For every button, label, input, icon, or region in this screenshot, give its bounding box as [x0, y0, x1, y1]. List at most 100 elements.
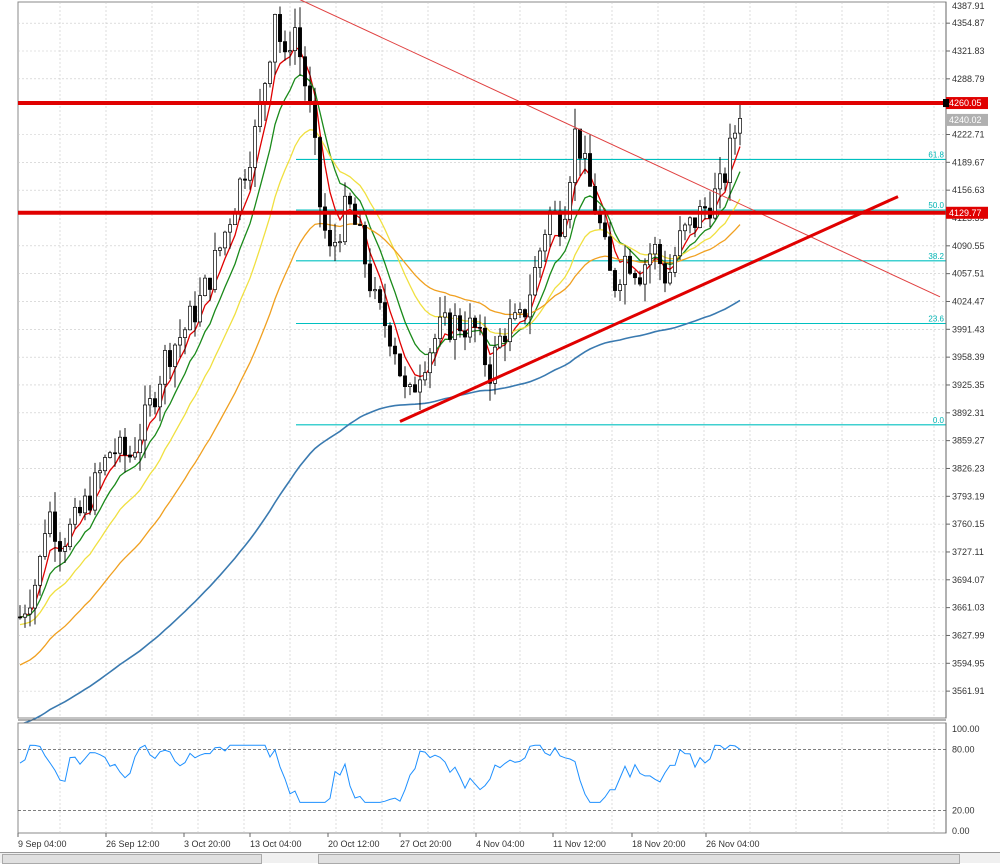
candle-body: [493, 346, 497, 384]
candle-body: [448, 312, 452, 340]
candle-body: [533, 267, 537, 296]
candle-body: [573, 128, 577, 183]
candle-body: [443, 312, 447, 318]
horizontal-levels: [18, 101, 946, 215]
candle-body: [323, 206, 327, 231]
scroll-tab-right[interactable]: [318, 854, 960, 864]
candle-body: [168, 350, 172, 367]
candle-body: [23, 613, 27, 618]
candle-body: [703, 206, 707, 209]
candle-body: [328, 229, 332, 247]
support-trendline: [399, 195, 899, 423]
fib-label: 50.0: [928, 201, 944, 210]
trendlines: [299, 0, 941, 423]
candle-body: [338, 241, 342, 244]
candle-body: [678, 230, 682, 257]
candle-body: [468, 317, 472, 338]
candles: [18, 6, 742, 628]
candle-body: [618, 284, 622, 291]
candle-body: [638, 277, 642, 285]
candle-body: [413, 384, 417, 393]
candle-body: [538, 250, 542, 268]
level-badge-label: 4129.77: [949, 208, 982, 218]
time-axis: 9 Sep 04:00 26 Sep 12:00 3 Oct 20:00 13 Oct…: [17, 833, 760, 849]
candle-body: [48, 511, 52, 535]
candle-body: [88, 495, 92, 511]
price-tick-label: 3793.19: [952, 491, 985, 501]
candle-body: [698, 206, 702, 228]
candle-body: [293, 27, 297, 51]
candle-body: [173, 344, 177, 367]
current-price-label: 4240.02: [949, 115, 982, 125]
top-price-label: 4387.91: [952, 1, 985, 11]
candle-body: [128, 454, 132, 458]
price-tick-label: 3694.07: [952, 575, 985, 585]
level-badge: [946, 97, 988, 110]
candle-body: [518, 309, 522, 314]
candle-body: [473, 317, 477, 328]
candle-body: [18, 616, 22, 619]
candle-body: [558, 210, 562, 237]
candle-body: [313, 100, 317, 138]
candle-body: [523, 309, 527, 318]
candle-body: [283, 41, 287, 53]
candle-body: [258, 101, 262, 128]
time-tick-label: 27 Oct 20:00: [400, 839, 452, 849]
candle-body: [308, 85, 312, 102]
price-tick-label: 4354.87: [952, 18, 985, 28]
candle-body: [728, 137, 732, 183]
scroll-tab-left[interactable]: [2, 854, 262, 864]
candle-body: [408, 384, 412, 387]
candle-body: [513, 312, 517, 320]
candle-body: [268, 61, 272, 84]
candle-body: [368, 263, 372, 292]
candle-body: [68, 523, 72, 548]
current-price-badge: [946, 113, 988, 126]
candle-body: [633, 273, 637, 279]
oscillator-axis: 100.00 80.00 20.00 0.00: [945, 723, 980, 836]
oscillator-panel: [17, 722, 947, 834]
time-tick-label: 9 Sep 04:00: [18, 839, 67, 849]
candle-body: [108, 452, 112, 458]
price-tick-label: 4156.63: [952, 185, 985, 195]
oscillator-series-line: [19, 744, 741, 803]
candle-body: [78, 506, 82, 514]
candle-body: [613, 270, 617, 291]
candle-body: [273, 14, 277, 63]
candle-body: [248, 167, 252, 181]
candle-body: [238, 178, 242, 212]
candle-body: [653, 244, 657, 255]
price-tick-label: 4024.47: [952, 296, 985, 306]
candle-body: [363, 224, 367, 265]
candle-body: [58, 541, 62, 552]
price-tick-label: 3925.35: [952, 380, 985, 390]
candle-body: [693, 217, 697, 228]
bottom-scrollbar[interactable]: [0, 852, 1000, 864]
osc-tick-label: 0.00: [952, 826, 970, 836]
candle-body: [393, 345, 397, 355]
price-tick-label: 4288.79: [952, 74, 985, 84]
candle-body: [148, 398, 152, 406]
candle-body: [33, 584, 37, 609]
candle-body: [288, 50, 292, 53]
candle-body: [433, 338, 437, 354]
candle-body: [143, 404, 147, 441]
price-tick-label: 3859.27: [952, 436, 985, 446]
level-marker: [943, 99, 949, 108]
candle-body: [588, 153, 592, 187]
fib-label: 38.2: [928, 252, 944, 261]
candle-body: [73, 506, 77, 525]
candle-body: [458, 315, 462, 332]
candle-body: [253, 126, 257, 168]
candle-body: [303, 56, 307, 87]
candle-body: [43, 533, 47, 557]
candle-body: [343, 195, 347, 243]
price-tick-label: 3627.99: [952, 630, 985, 640]
candle-body: [223, 231, 227, 249]
candle-body: [508, 318, 512, 343]
candle-body: [358, 224, 362, 226]
candle-body: [488, 364, 492, 384]
candle-body: [318, 137, 322, 208]
price-tick-label: 3594.95: [952, 658, 985, 668]
